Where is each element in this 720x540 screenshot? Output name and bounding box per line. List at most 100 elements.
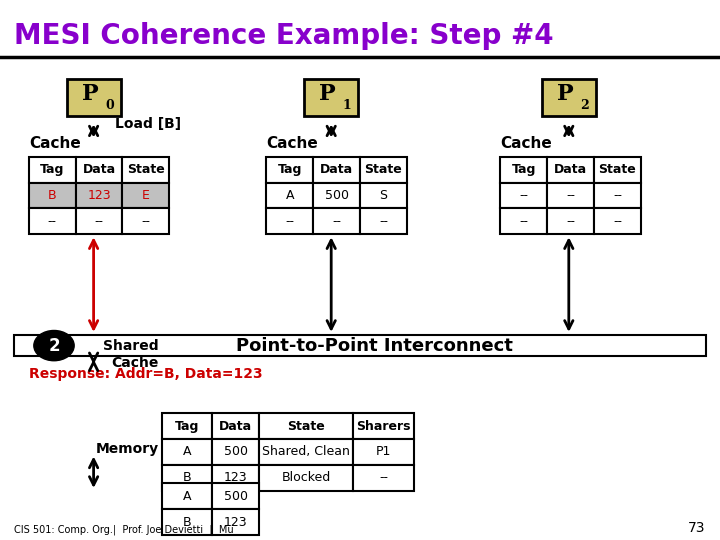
- Bar: [547, 183, 594, 208]
- Bar: [500, 208, 547, 234]
- Text: --: --: [519, 215, 528, 228]
- Text: Tag: Tag: [512, 163, 536, 176]
- Bar: [500, 183, 547, 208]
- Text: Blocked: Blocked: [282, 471, 330, 484]
- Text: 123: 123: [224, 516, 248, 529]
- Bar: [162, 413, 212, 439]
- Bar: [360, 183, 407, 208]
- Text: Data: Data: [219, 420, 253, 433]
- Text: B: B: [48, 189, 56, 202]
- FancyBboxPatch shape: [542, 79, 596, 116]
- Bar: [259, 413, 353, 439]
- Text: 123: 123: [224, 471, 248, 484]
- Text: Data: Data: [82, 163, 116, 176]
- Bar: [212, 413, 259, 439]
- Text: 73: 73: [688, 521, 706, 535]
- Bar: [313, 183, 360, 208]
- Text: 500: 500: [325, 189, 348, 202]
- Bar: [259, 439, 353, 465]
- Text: --: --: [94, 215, 104, 228]
- Text: 500: 500: [224, 446, 248, 458]
- Bar: [266, 157, 313, 183]
- Text: 1: 1: [343, 99, 351, 112]
- Text: Cache: Cache: [266, 136, 318, 151]
- Text: Cache: Cache: [29, 136, 81, 151]
- Text: P: P: [319, 84, 336, 105]
- Text: --: --: [519, 189, 528, 202]
- Text: --: --: [613, 189, 622, 202]
- Text: --: --: [379, 471, 388, 484]
- Text: Shared
Cache: Shared Cache: [103, 339, 158, 370]
- Text: A: A: [183, 446, 192, 458]
- FancyBboxPatch shape: [66, 79, 121, 116]
- Text: Cache: Cache: [500, 136, 552, 151]
- Bar: [500, 157, 547, 183]
- Bar: [29, 183, 76, 208]
- Bar: [122, 157, 169, 183]
- Text: --: --: [48, 215, 57, 228]
- Bar: [266, 183, 313, 208]
- Bar: [212, 465, 259, 491]
- Bar: [162, 439, 212, 465]
- Bar: [594, 183, 641, 208]
- Bar: [259, 465, 353, 491]
- FancyBboxPatch shape: [304, 79, 359, 116]
- Text: --: --: [285, 215, 294, 228]
- Text: Response: Addr=B, Data=123: Response: Addr=B, Data=123: [29, 367, 262, 381]
- Bar: [547, 157, 594, 183]
- Text: Data: Data: [554, 163, 588, 176]
- Text: CIS 501: Comp. Org.|  Prof. Joe Devietti  |  Mu: CIS 501: Comp. Org.| Prof. Joe Devietti …: [14, 524, 234, 535]
- Bar: [360, 157, 407, 183]
- Bar: [122, 208, 169, 234]
- Bar: [76, 208, 122, 234]
- Text: P: P: [81, 84, 99, 105]
- Text: State: State: [287, 420, 325, 433]
- Bar: [212, 439, 259, 465]
- Bar: [122, 183, 169, 208]
- Bar: [76, 157, 122, 183]
- Text: 2: 2: [48, 336, 60, 355]
- Bar: [162, 509, 212, 535]
- Bar: [594, 208, 641, 234]
- Bar: [547, 208, 594, 234]
- Bar: [162, 465, 212, 491]
- Text: Shared, Clean: Shared, Clean: [262, 446, 350, 458]
- Bar: [353, 439, 414, 465]
- Bar: [76, 183, 122, 208]
- Text: Tag: Tag: [40, 163, 64, 176]
- Text: State: State: [364, 163, 402, 176]
- Text: MESI Coherence Example: Step #4: MESI Coherence Example: Step #4: [14, 22, 554, 50]
- Text: State: State: [598, 163, 636, 176]
- Text: B: B: [183, 471, 192, 484]
- Text: 123: 123: [87, 189, 111, 202]
- Text: --: --: [141, 215, 150, 228]
- Bar: [162, 483, 212, 509]
- Text: S: S: [379, 189, 387, 202]
- Bar: [353, 465, 414, 491]
- Text: --: --: [613, 215, 622, 228]
- Text: Tag: Tag: [278, 163, 302, 176]
- Text: P: P: [557, 84, 574, 105]
- Text: Tag: Tag: [175, 420, 199, 433]
- Text: Load [B]: Load [B]: [115, 117, 181, 131]
- Bar: [353, 413, 414, 439]
- Text: P1: P1: [376, 446, 391, 458]
- Text: --: --: [332, 215, 341, 228]
- Bar: [212, 483, 259, 509]
- Text: 2: 2: [580, 99, 589, 112]
- Text: B: B: [183, 516, 192, 529]
- Text: Point-to-Point Interconnect: Point-to-Point Interconnect: [236, 336, 513, 355]
- Bar: [313, 208, 360, 234]
- Bar: [594, 157, 641, 183]
- Text: Data: Data: [320, 163, 354, 176]
- Bar: [29, 208, 76, 234]
- Text: State: State: [127, 163, 165, 176]
- Text: E: E: [142, 189, 150, 202]
- Text: --: --: [379, 215, 388, 228]
- Text: --: --: [566, 215, 575, 228]
- Text: 0: 0: [105, 99, 114, 112]
- Text: A: A: [286, 189, 294, 202]
- Text: A: A: [183, 490, 192, 503]
- Bar: [14, 335, 706, 356]
- Bar: [313, 157, 360, 183]
